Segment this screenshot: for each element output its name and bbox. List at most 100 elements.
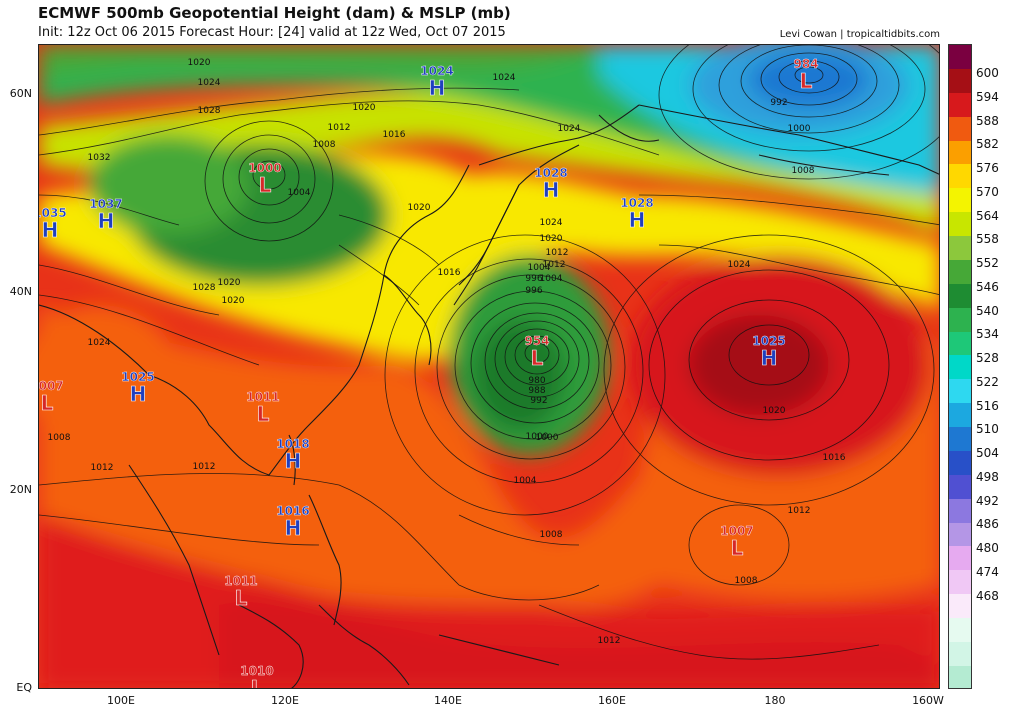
- colorbar-label: 558: [976, 232, 999, 247]
- isobar-label: 996: [525, 286, 542, 296]
- colorbar-swatch: [949, 498, 971, 523]
- colorbar-swatch: [949, 570, 971, 595]
- isobar-label: 1012: [598, 636, 621, 646]
- pressure-center-letter: H: [761, 346, 778, 370]
- pressure-center-letter: H: [629, 208, 646, 232]
- lon-label-120e: 120E: [271, 694, 299, 707]
- colorbar-swatch: [949, 236, 971, 260]
- colorbar-swatch: [949, 259, 971, 284]
- map-credit: Levi Cowan | tropicaltidbits.com: [779, 29, 940, 40]
- colorbar-label: 486: [976, 517, 999, 532]
- pressure-center-letter: L: [731, 536, 744, 560]
- colorbar-label: 504: [976, 446, 999, 461]
- pressure-center-letter: L: [531, 346, 544, 370]
- isobar-label: 1024: [88, 338, 111, 348]
- lon-label-160w: 160W: [912, 694, 944, 707]
- colorbar: [948, 44, 972, 689]
- colorbar-label: 474: [976, 564, 999, 579]
- isobar-label: 988: [528, 386, 545, 396]
- colorbar-swatch: [949, 546, 971, 571]
- colorbar-label: 552: [976, 256, 999, 271]
- isobar-label: 1016: [383, 130, 406, 140]
- pressure-center-value: 1007: [720, 524, 753, 538]
- isobar-label: 1020: [353, 103, 376, 113]
- colorbar-swatch: [949, 116, 971, 141]
- pressure-center-value: 1028: [534, 166, 567, 180]
- pressure-center-value: 1025: [121, 370, 154, 384]
- colorbar-label: 492: [976, 493, 999, 508]
- isobar-label: 1020: [188, 58, 211, 68]
- isobar-label: 1012: [788, 506, 811, 516]
- map-area: 1020 1024 1028 1032 1012 1008 1004 1016 1020 1024…: [38, 44, 940, 689]
- map-subtitle: Init: 12z Oct 06 2015 Forecast Hour: [24…: [38, 25, 506, 40]
- colorbar-swatch: [949, 403, 971, 427]
- colorbar-swatch: [949, 283, 971, 308]
- colorbar-label: 564: [976, 208, 999, 223]
- pressure-center-letter: L: [259, 173, 272, 197]
- pressure-center-value: 1011: [224, 574, 257, 588]
- colorbar-label: 468: [976, 588, 999, 603]
- pressure-center-letter: H: [285, 516, 302, 540]
- lat-label-20n: 20N: [9, 483, 32, 496]
- colorbar-swatch: [949, 522, 971, 547]
- isobars: [39, 45, 939, 660]
- isobar-label: 1016: [438, 268, 461, 278]
- isobar-label: 1032: [88, 153, 111, 163]
- colorbar-label: 594: [976, 89, 999, 104]
- isobar-label: 1008: [48, 433, 71, 443]
- colorbar-label: 480: [976, 541, 999, 556]
- isobar-label: 1024: [540, 218, 563, 228]
- lat-label-40n: 40N: [9, 285, 32, 298]
- colorbar-swatch: [949, 379, 971, 404]
- colorbar-swatch: [949, 188, 971, 213]
- lat-label-60n: 60N: [9, 87, 32, 100]
- isobar-label: 1012: [546, 248, 569, 258]
- isobar-label: 1020: [763, 406, 786, 416]
- pressure-center-letter: H: [42, 218, 59, 242]
- isobar-label: 1004: [540, 274, 563, 284]
- colorbar-swatch: [949, 641, 971, 666]
- colorbar-label: 576: [976, 161, 999, 176]
- isobar-label: 1012: [193, 462, 216, 472]
- colorbar-swatch: [949, 618, 971, 642]
- lat-label-eq: EQ: [16, 681, 32, 694]
- pressure-center-value: 954: [524, 334, 549, 348]
- colorbar-label: 582: [976, 137, 999, 152]
- isobar-label: 1028: [193, 283, 216, 293]
- pressure-center-value: 1010: [240, 664, 273, 678]
- lon-label-160e: 160E: [598, 694, 626, 707]
- isobar-label: 1004: [528, 263, 551, 273]
- lon-label-180: 180: [764, 694, 786, 707]
- pressure-center-value: 1024: [420, 64, 453, 78]
- pressure-centers: 1024H984L1000L1035H1037H1028H1028H954L10…: [39, 57, 819, 688]
- isobar-label: 1016: [823, 453, 846, 463]
- colorbar-label: 570: [976, 184, 999, 199]
- colorbar-swatch: [949, 68, 971, 93]
- pressure-center-value: 1000: [248, 161, 281, 175]
- isobar-label: 992: [770, 98, 787, 108]
- isobar-label: 1020: [222, 296, 245, 306]
- colorbar-swatch: [949, 665, 971, 688]
- colorbar-label: 528: [976, 351, 999, 366]
- colorbar-label: 534: [976, 327, 999, 342]
- isobar-labels: 1020 1024 1028 1032 1012 1008 1004 1016 1020 1024…: [48, 58, 846, 646]
- pressure-center-letter: H: [543, 178, 560, 202]
- isobar-label: 1008: [735, 576, 758, 586]
- high-pressure-center: 1035H: [39, 206, 67, 243]
- colorbar-swatch: [949, 140, 971, 165]
- colorbar-label: 546: [976, 279, 999, 294]
- isobar-label: 1012: [543, 260, 566, 270]
